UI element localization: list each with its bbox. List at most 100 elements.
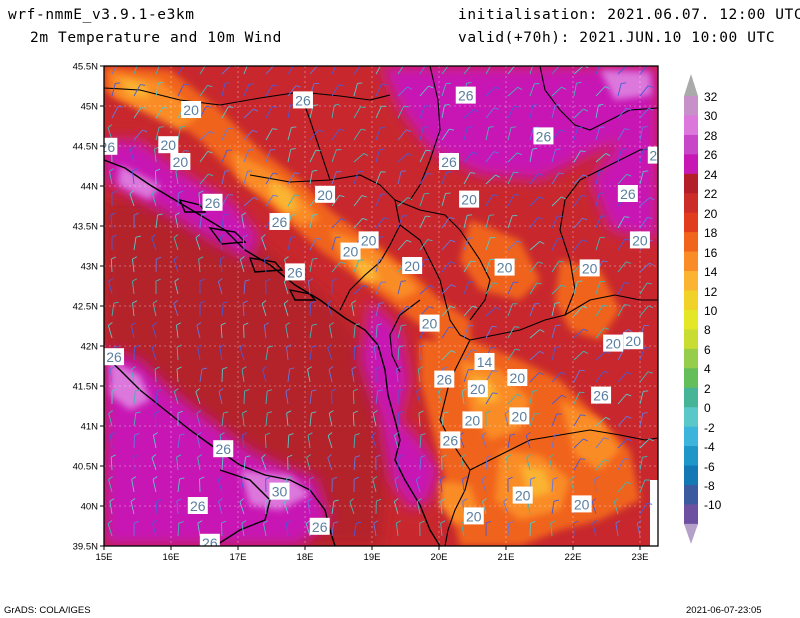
colorbar-swatch [684, 115, 698, 136]
svg-text:20: 20 [574, 496, 590, 512]
latitude-label: 44.5N [73, 142, 98, 153]
colorbar-label: 0 [704, 401, 711, 416]
temperature-label: 20 [419, 314, 440, 332]
latitude-label: 44N [81, 182, 99, 193]
latitude-label: 42.5N [73, 302, 98, 313]
temperature-label: 20 [623, 332, 644, 350]
svg-text:20: 20 [183, 102, 199, 118]
colorbar-label: 28 [704, 128, 718, 143]
svg-text:20: 20 [632, 232, 648, 248]
country-borders [104, 66, 658, 546]
temperature-label: 20 [181, 101, 202, 118]
svg-text:20: 20 [605, 336, 621, 352]
footer-timestamp: 2021-06-07-23:05 [686, 605, 762, 616]
temperature-label: 26 [292, 91, 313, 109]
svg-text:20: 20 [497, 260, 513, 276]
latitude-label: 45N [81, 102, 99, 113]
temperature-label: 26 [617, 185, 638, 202]
svg-text:20: 20 [161, 137, 177, 153]
temperature-label: 20 [494, 258, 515, 276]
latitude-label: 40.5N [73, 462, 98, 473]
colorbar-label: 18 [704, 226, 718, 241]
temperature-label: 26 [591, 386, 612, 404]
svg-text:26: 26 [443, 432, 459, 448]
colorbar-label: -8 [704, 479, 715, 493]
colorbar-swatch [684, 193, 698, 214]
svg-text:20: 20 [470, 381, 486, 397]
colorbar-swatch [684, 426, 698, 447]
temperature-label: 20 [507, 369, 528, 386]
colorbar-swatch [684, 485, 698, 505]
svg-text:26: 26 [458, 88, 474, 104]
colorbar-label: 20 [704, 206, 718, 221]
svg-text:20: 20 [404, 258, 420, 274]
temperature-label: 20 [509, 407, 530, 425]
colorbar-swatch [684, 387, 698, 408]
colorbar-label: 4 [704, 362, 711, 377]
colorbar-swatch [684, 134, 698, 155]
model-title: wrf-nmmE_v3.9.1-e3km [8, 7, 195, 23]
colorbar-swatch [684, 407, 698, 428]
colorbar [684, 74, 698, 544]
latitude-label: 42N [81, 342, 99, 353]
valid-time: valid(+70h): 2021.JUN.10 10:00 UTC [458, 30, 776, 46]
colorbar-label: 12 [704, 284, 718, 299]
temperature-label: 20 [158, 136, 179, 154]
colorbar-swatch [684, 173, 698, 194]
longitude-axis: 15E 16E 17E 18E 19E 20E 21E 22E 23E [96, 546, 649, 563]
temperature-label: 26 [213, 440, 234, 458]
svg-text:20: 20 [510, 370, 526, 386]
longitude-label: 23E [632, 552, 649, 563]
svg-text:26: 26 [536, 128, 552, 144]
longitude-label: 21E [498, 552, 515, 563]
svg-text:20: 20 [173, 154, 189, 170]
colorbar-label: 16 [704, 245, 718, 260]
svg-text:30: 30 [272, 484, 288, 500]
longitude-label: 20E [431, 552, 448, 563]
temperature-label: 26 [440, 431, 461, 449]
colorbar-swatch [684, 251, 698, 272]
colorbar-swatch [684, 96, 698, 116]
temperature-label: 20 [463, 507, 484, 525]
latitude-label: 41N [81, 422, 99, 433]
svg-text:26: 26 [312, 519, 328, 535]
svg-text:20: 20 [422, 316, 438, 332]
longitude-label: 22E [565, 552, 582, 563]
colorbar-label: -4 [704, 440, 715, 455]
temperature-label: 30 [269, 482, 290, 500]
temperature-label: 2 [647, 146, 658, 164]
temperature-label: 20 [467, 380, 488, 398]
svg-text:26: 26 [593, 388, 609, 404]
svg-text:20: 20 [317, 187, 333, 203]
colorbar-label: 10 [704, 303, 718, 318]
temperature-label: 26 [455, 86, 476, 104]
longitude-label: 16E [163, 552, 180, 563]
latitude-label: 39.5N [73, 542, 98, 553]
temperature-label: 20 [340, 242, 361, 260]
temperature-label: 26 [202, 193, 223, 211]
colorbar-swatch [684, 329, 698, 350]
svg-text:26: 26 [215, 441, 231, 457]
colorbar-swatch [684, 212, 698, 233]
latitude-label: 45.5N [73, 62, 98, 73]
colorbar-swatch [684, 309, 698, 330]
svg-text:20: 20 [582, 260, 598, 276]
colorbar-swatch [684, 368, 698, 389]
svg-text:26: 26 [272, 214, 288, 230]
temperature-label: 26 [104, 348, 125, 366]
colorbar-bottom-arrow [684, 523, 698, 544]
colorbar-swatch [684, 154, 698, 175]
longitude-label: 19E [364, 552, 381, 563]
longitude-label: 17E [230, 552, 247, 563]
temperature-label: 26 [104, 137, 118, 155]
colorbar-label: 6 [704, 342, 711, 357]
longitude-label: 18E [297, 552, 314, 563]
temperature-label: 20 [571, 495, 592, 513]
colorbar-label: 32 [704, 90, 718, 104]
colorbar-swatch [684, 446, 698, 467]
colorbar-swatch [684, 271, 698, 291]
colorbar-top-arrow [684, 74, 698, 96]
temperature-label: 20 [579, 259, 600, 277]
